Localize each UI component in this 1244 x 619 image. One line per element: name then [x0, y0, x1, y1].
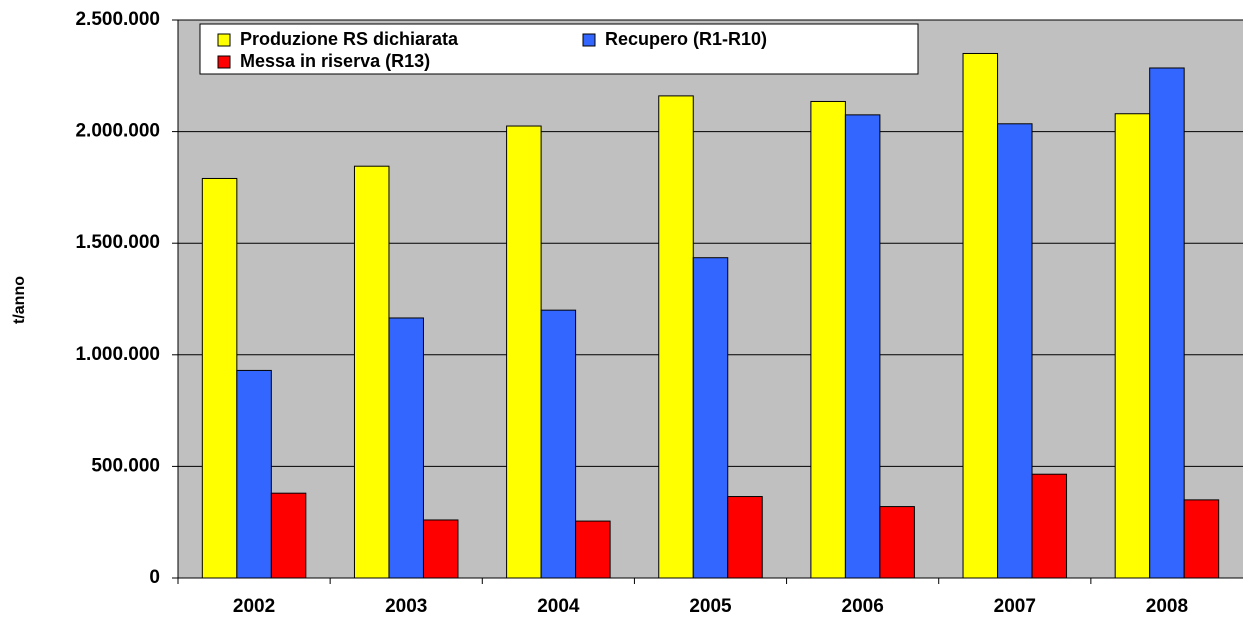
x-tick-label: 2006 [842, 596, 884, 617]
bar [658, 95, 694, 579]
bar [388, 317, 424, 579]
y-tick-label: 1.500.000 [75, 232, 160, 253]
legend-swatch [217, 55, 231, 69]
bar [844, 114, 881, 579]
x-tick-label: 2003 [385, 596, 427, 617]
bar [1149, 67, 1185, 579]
bar [506, 125, 542, 579]
legend-swatch [217, 33, 231, 47]
bar [270, 492, 307, 579]
bar [997, 123, 1033, 579]
bar [353, 165, 390, 579]
legend-box [199, 23, 919, 75]
x-tick-label: 2008 [1146, 596, 1188, 617]
legend-label: Produzione RS dichiarata [240, 29, 459, 49]
y-tick-label: 2.000.000 [75, 121, 160, 142]
x-tick-label: 2007 [994, 596, 1036, 617]
bar [575, 520, 611, 579]
y-tick-label: 2.500.000 [75, 9, 160, 30]
bar [1031, 473, 1068, 579]
y-tick-label: 500.000 [91, 455, 160, 476]
bar [236, 369, 272, 579]
legend-label: Recupero (R1-R10) [605, 29, 767, 49]
y-axis-label: t/anno [11, 276, 28, 324]
legend-label: Messa in riserva (R13) [240, 51, 430, 71]
bar [201, 177, 238, 579]
bar [810, 100, 846, 579]
y-tick-label: 1.000.000 [75, 344, 160, 365]
bar [879, 506, 915, 579]
x-tick-label: 2002 [233, 596, 275, 617]
bar [540, 309, 577, 579]
x-tick-label: 2005 [689, 596, 732, 617]
bar [692, 257, 729, 579]
bar [1114, 113, 1151, 579]
bar [962, 52, 999, 579]
bar [727, 496, 763, 579]
bar [1183, 499, 1220, 579]
legend-swatch [582, 33, 596, 47]
bar [422, 519, 459, 579]
x-tick-label: 2004 [537, 596, 580, 617]
y-tick-label: 0 [149, 567, 160, 588]
